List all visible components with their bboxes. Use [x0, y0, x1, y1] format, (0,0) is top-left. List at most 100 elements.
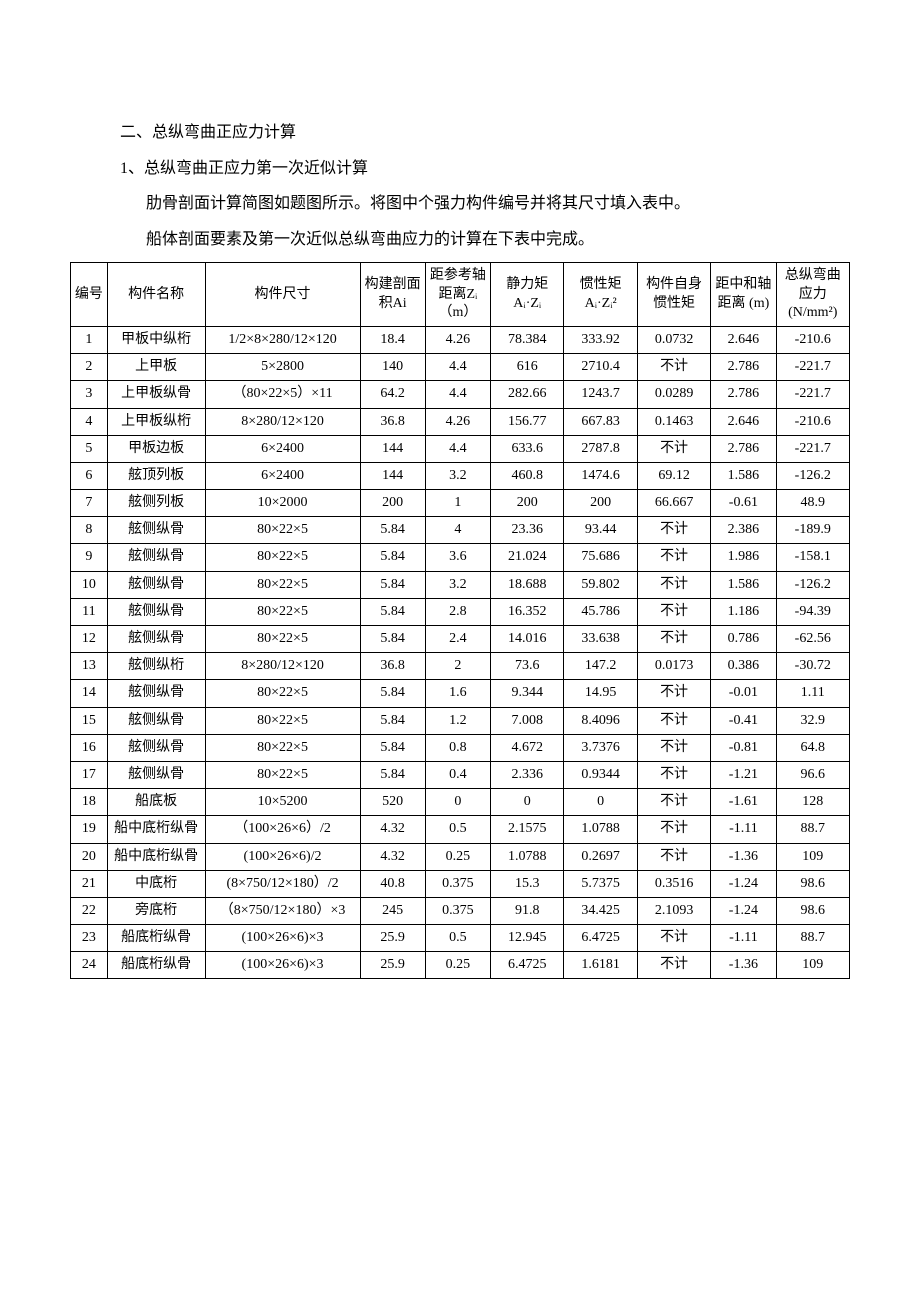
table-row: 21中底桁(8×750/12×180）/240.80.37515.35.7375… [71, 870, 850, 897]
table-cell: 0.375 [425, 897, 490, 924]
table-cell: (8×750/12×180）/2 [205, 870, 360, 897]
table-row: 14舷侧纵骨80×22×55.841.69.34414.95不计-0.011.1… [71, 680, 850, 707]
table-cell: 2.336 [491, 761, 564, 788]
table-cell: 25.9 [360, 952, 425, 979]
col-header-az: 静力矩 Aᵢ·Zᵢ [491, 263, 564, 327]
table-cell: 21.024 [491, 544, 564, 571]
table-cell: 9.344 [491, 680, 564, 707]
table-cell: 上甲板 [107, 354, 205, 381]
table-row: 17舷侧纵骨80×22×55.840.42.3360.9344不计-1.2196… [71, 761, 850, 788]
table-cell: 98.6 [776, 897, 849, 924]
table-cell: 0.375 [425, 870, 490, 897]
table-cell: 93.44 [564, 517, 637, 544]
table-cell: 舷侧纵骨 [107, 680, 205, 707]
table-cell: (100×26×6)×3 [205, 925, 360, 952]
table-row: 7舷侧列板10×2000200120020066.667-0.6148.9 [71, 490, 850, 517]
table-cell: 不计 [637, 354, 710, 381]
table-row: 20船中底桁纵骨(100×26×6)/24.320.251.07880.2697… [71, 843, 850, 870]
table-cell: （80×22×5）×11 [205, 381, 360, 408]
table-cell: 80×22×5 [205, 680, 360, 707]
table-cell: 15.3 [491, 870, 564, 897]
table-row: 16舷侧纵骨80×22×55.840.84.6723.7376不计-0.8164… [71, 734, 850, 761]
table-cell: 10×2000 [205, 490, 360, 517]
table-cell: -0.41 [711, 707, 776, 734]
table-cell: 0.2697 [564, 843, 637, 870]
table-cell: 80×22×5 [205, 626, 360, 653]
table-cell: 2.386 [711, 517, 776, 544]
table-cell: 0.25 [425, 952, 490, 979]
table-cell: 8.4096 [564, 707, 637, 734]
table-cell: 21 [71, 870, 108, 897]
table-cell: 66.667 [637, 490, 710, 517]
table-cell: 0.786 [711, 626, 776, 653]
table-cell: 5.84 [360, 734, 425, 761]
table-cell: 船中底桁纵骨 [107, 843, 205, 870]
table-cell: -158.1 [776, 544, 849, 571]
table-row: 8舷侧纵骨80×22×55.84423.3693.44不计2.386-189.9 [71, 517, 850, 544]
table-cell: 1.0788 [564, 816, 637, 843]
table-cell: 4 [425, 517, 490, 544]
table-cell: 4.672 [491, 734, 564, 761]
table-cell: 80×22×5 [205, 734, 360, 761]
table-row: 23船底桁纵骨(100×26×6)×325.90.512.9456.4725不计… [71, 925, 850, 952]
table-cell: 80×22×5 [205, 517, 360, 544]
table-cell: 2 [71, 354, 108, 381]
table-cell: 3.6 [425, 544, 490, 571]
table-cell: 2.786 [711, 381, 776, 408]
calculation-table: 编号 构件名称 构件尺寸 构建剖面积Ai 距参考轴距离Zᵢ（m） 静力矩 Aᵢ·… [70, 262, 850, 979]
table-cell: -126.2 [776, 571, 849, 598]
table-cell: 13 [71, 653, 108, 680]
table-cell: 0 [491, 789, 564, 816]
paragraph-1: 肋骨剖面计算简图如题图所示。将图中个强力构件编号并将其尺寸填入表中。 [146, 191, 850, 217]
table-cell: 不计 [637, 952, 710, 979]
col-header-dimension: 构件尺寸 [205, 263, 360, 327]
table-cell: 舷侧纵骨 [107, 571, 205, 598]
table-cell: 3.2 [425, 571, 490, 598]
table-cell: 282.66 [491, 381, 564, 408]
table-cell: -221.7 [776, 354, 849, 381]
table-cell: 78.384 [491, 326, 564, 353]
table-cell: 128 [776, 789, 849, 816]
table-cell: 18.4 [360, 326, 425, 353]
table-cell: -210.6 [776, 408, 849, 435]
table-cell: 舷侧纵骨 [107, 761, 205, 788]
table-cell: -210.6 [776, 326, 849, 353]
table-cell: -0.81 [711, 734, 776, 761]
table-cell: 7.008 [491, 707, 564, 734]
table-cell: -221.7 [776, 381, 849, 408]
table-cell: 1.986 [711, 544, 776, 571]
table-cell: 64.8 [776, 734, 849, 761]
table-cell: 不计 [637, 925, 710, 952]
table-cell: 73.6 [491, 653, 564, 680]
table-cell: 舷侧纵骨 [107, 734, 205, 761]
table-cell: 69.12 [637, 462, 710, 489]
table-cell: 1.186 [711, 598, 776, 625]
col-header-distance: 距中和轴距离 (m) [711, 263, 776, 327]
table-cell: 1.6 [425, 680, 490, 707]
table-cell: 1.11 [776, 680, 849, 707]
table-cell: 4.4 [425, 354, 490, 381]
table-cell: 2.1575 [491, 816, 564, 843]
table-cell: -62.56 [776, 626, 849, 653]
table-row: 24船底桁纵骨(100×26×6)×325.90.256.47251.6181不… [71, 952, 850, 979]
table-cell: 6 [71, 462, 108, 489]
table-cell: 舷侧纵骨 [107, 517, 205, 544]
table-cell: 舷侧纵骨 [107, 626, 205, 653]
table-cell: 20 [71, 843, 108, 870]
table-cell: 33.638 [564, 626, 637, 653]
table-cell: 甲板边板 [107, 435, 205, 462]
table-cell: 0 [564, 789, 637, 816]
table-cell: 245 [360, 897, 425, 924]
table-cell: 520 [360, 789, 425, 816]
table-cell: 5.84 [360, 761, 425, 788]
table-row: 18船底板10×5200520000不计-1.61128 [71, 789, 850, 816]
col-header-stress: 总纵弯曲应力 (N/mm²) [776, 263, 849, 327]
table-cell: -221.7 [776, 435, 849, 462]
table-cell: -126.2 [776, 462, 849, 489]
table-cell: 36.8 [360, 653, 425, 680]
table-cell: 1474.6 [564, 462, 637, 489]
table-cell: 不计 [637, 789, 710, 816]
table-cell: 1.586 [711, 462, 776, 489]
table-cell: 0.9344 [564, 761, 637, 788]
table-cell: -189.9 [776, 517, 849, 544]
